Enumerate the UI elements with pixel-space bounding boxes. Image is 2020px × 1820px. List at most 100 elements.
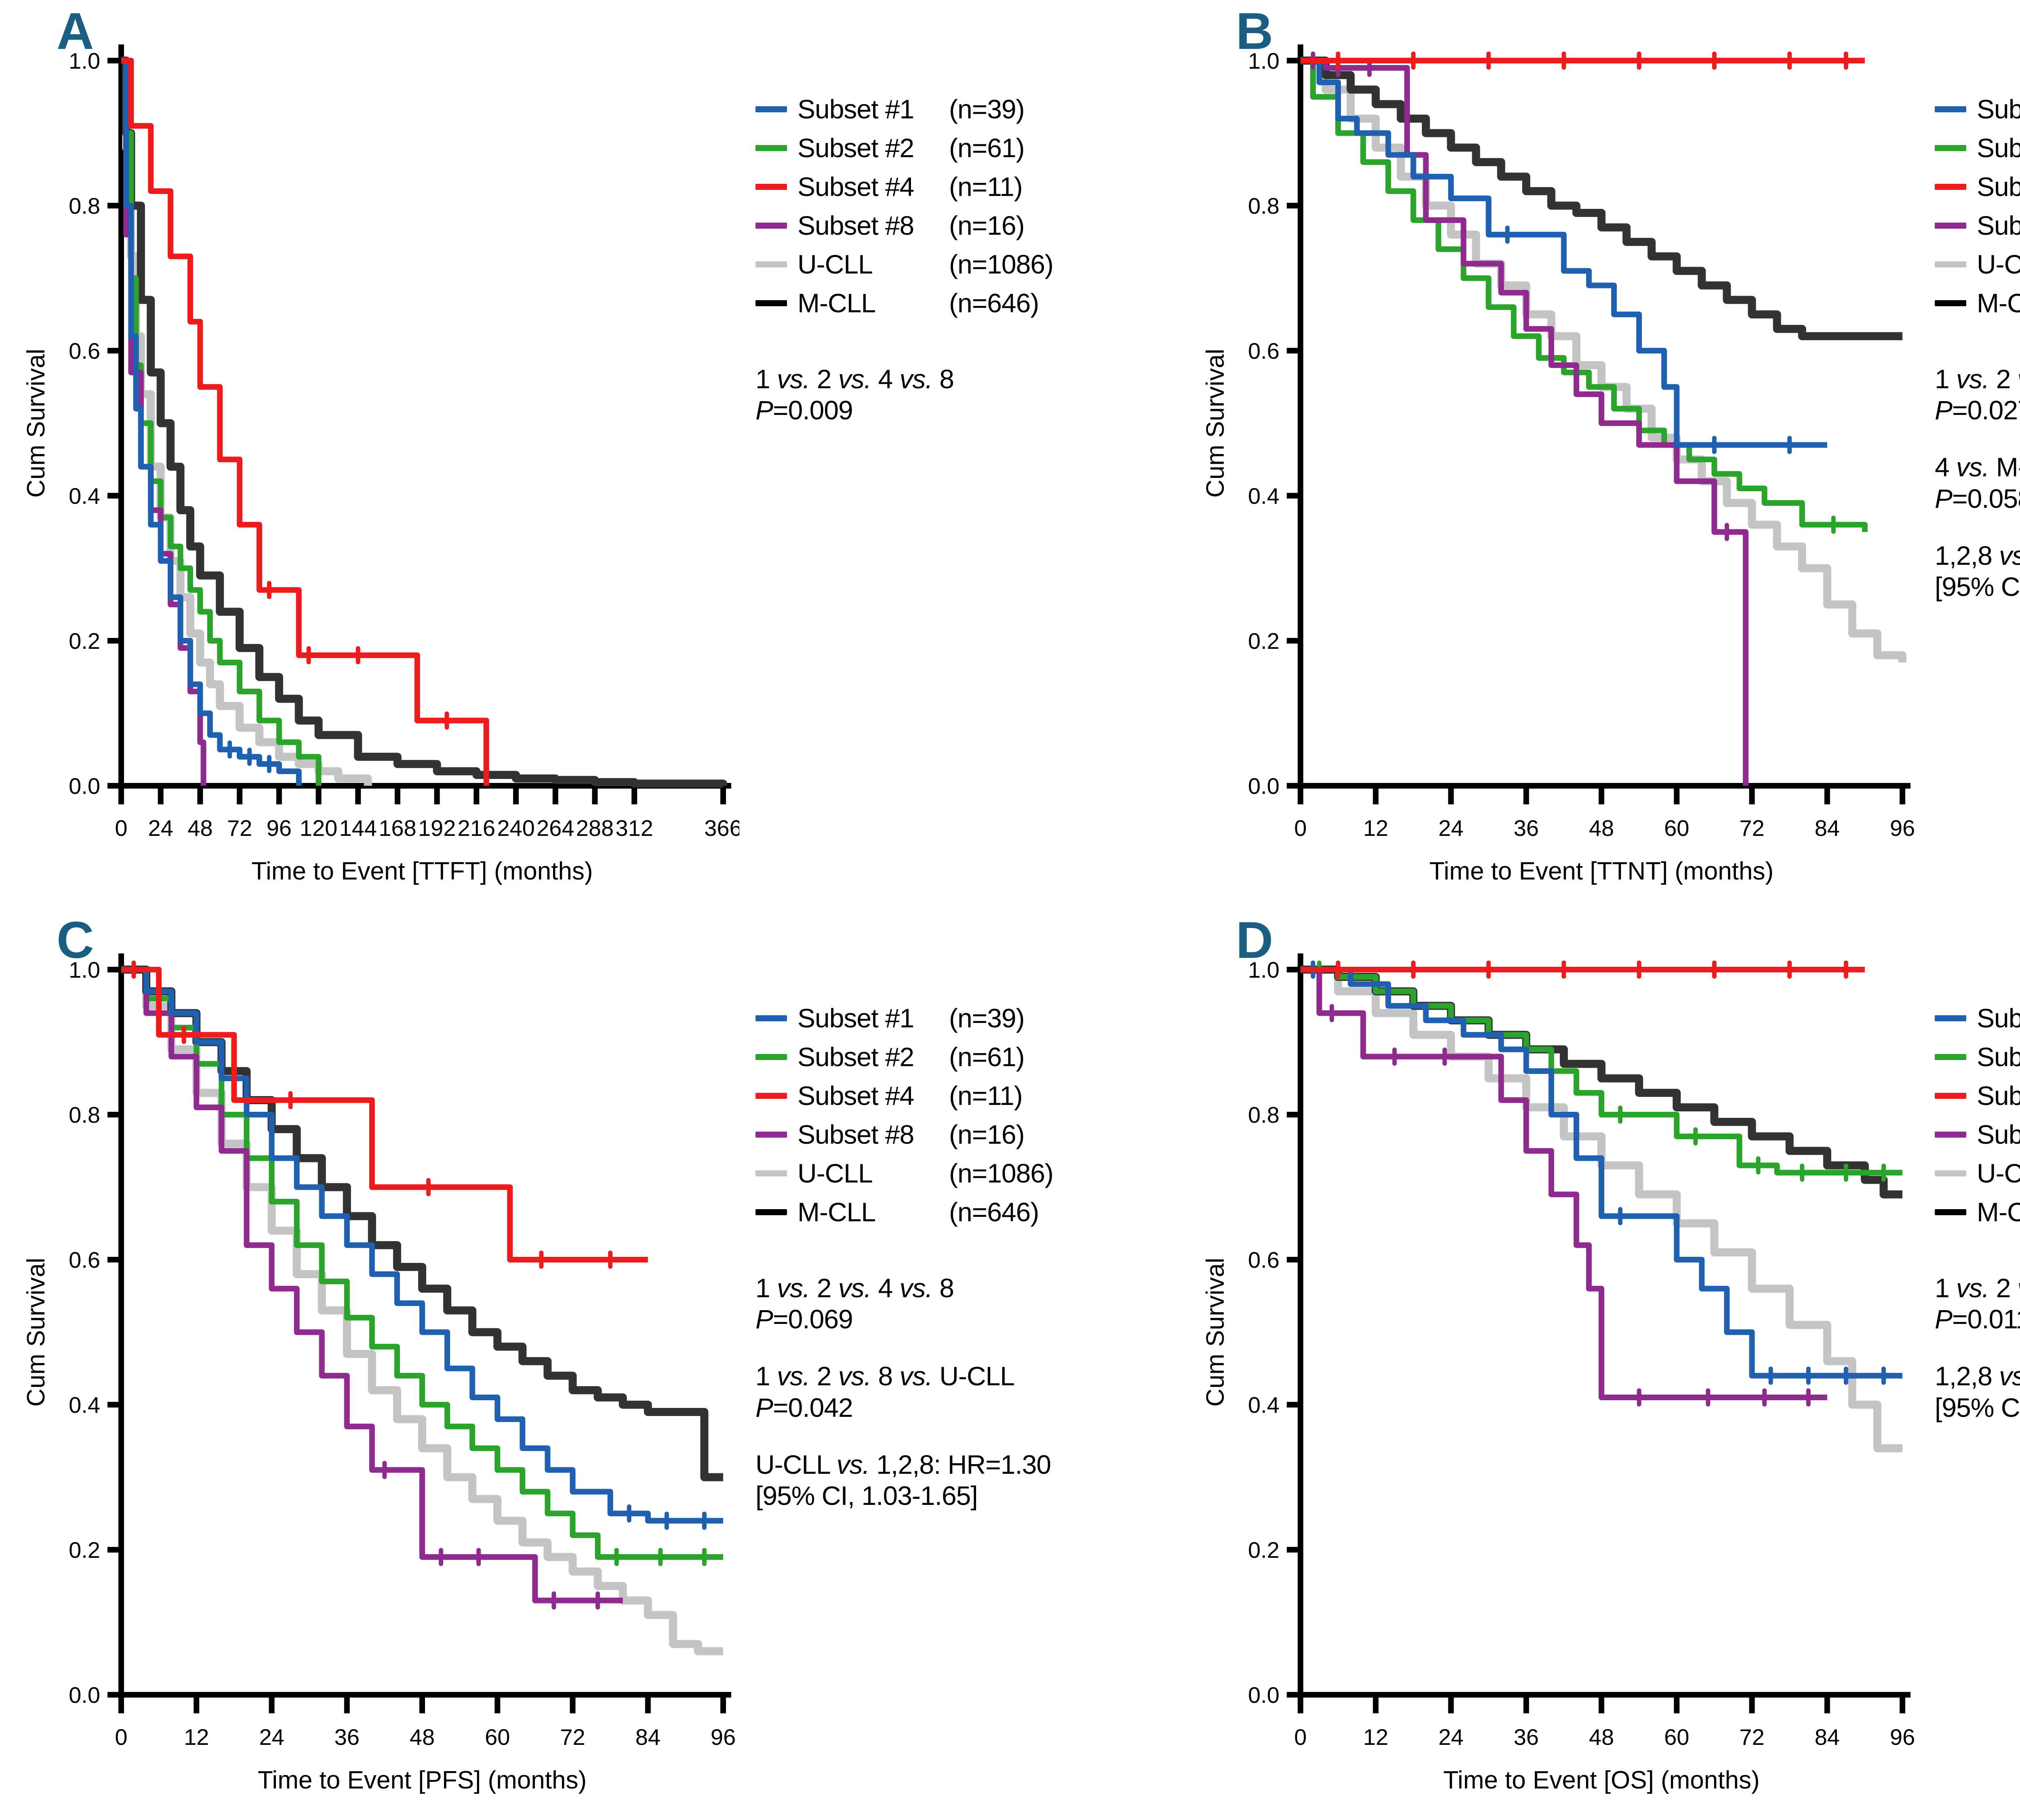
legend-label: Subset #4 <box>797 172 914 202</box>
censor-mark <box>1555 51 1572 70</box>
x-tick-label: 72 <box>1739 815 1764 841</box>
censor-mark <box>1631 51 1648 70</box>
legend-swatch-icon <box>1935 222 1966 229</box>
x-tick-label: 0 <box>1294 1724 1307 1750</box>
y-tick-label: 0.6 <box>1248 1247 1279 1273</box>
panel-c-stats: 1 vs. 2 vs. 4 vs. 8 P=0.069 1 vs. 2 vs. 8 … <box>755 1273 1051 1537</box>
x-tick-label: 0 <box>115 815 127 841</box>
legend-item-u-cll: U-CLL(n=1086) <box>1935 1154 2020 1193</box>
km-curve-subset--2 <box>1300 967 1902 1176</box>
y-tick-label: 0.0 <box>1248 773 1279 799</box>
km-curve-subset--1 <box>121 967 723 1524</box>
legend-label: Subset #4 <box>797 1081 914 1111</box>
legend-label: Subset #8 <box>1977 210 2020 240</box>
legend-label: Subset #1 <box>1977 94 2020 124</box>
legend-swatch-icon <box>755 261 787 267</box>
legend-label: Subset #2 <box>1977 1042 2020 1072</box>
y-axis-title: Cum Survival <box>1201 1258 1229 1407</box>
y-tick-label: 0.0 <box>69 1682 100 1708</box>
legend-item-subset--1: Subset #1(n=39) <box>755 999 1053 1037</box>
legend-item-subset--2: Subset #2(n=61) <box>1935 128 2020 167</box>
panel-a: A 0.0 0.2 0.4 0.6 0.8 1.0 Cum Survival 0 24 48 72 9… <box>0 0 1180 909</box>
y-tick-label: 0.6 <box>1248 338 1279 364</box>
legend-swatch-icon <box>755 1170 787 1176</box>
censor-mark <box>1794 1164 1811 1182</box>
y-tick-label: 0.4 <box>1248 1392 1279 1418</box>
y-tick-label: 0.8 <box>1248 193 1279 219</box>
stat-block: U-CLL vs. 1,2,8: HR=1.30 [95% CI, 1.03-1.… <box>755 1449 1051 1511</box>
legend-swatch-icon <box>1935 261 1966 267</box>
x-tick-label: 144 <box>339 815 377 841</box>
panel-a-stats: 1 vs. 2 vs. 4 vs. 8 P=0.009 <box>755 364 954 452</box>
censor-mark <box>1837 1164 1854 1182</box>
y-tick-label: 0.4 <box>1248 483 1279 509</box>
legend-item-subset--1: Subset #1(n=39) <box>1935 999 2020 1037</box>
x-tick-label: 0 <box>115 1724 127 1750</box>
legend-label: Subset #2 <box>797 1042 914 1072</box>
y-tick-label: 0.8 <box>1248 1102 1279 1128</box>
legend-swatch-icon <box>1935 1092 1966 1099</box>
legend-item-subset--8: Subset #8 (n=16) <box>755 1115 1053 1154</box>
stat-block: 1 vs. 2 vs. 4 vs. 8P=0.027 <box>1935 364 2020 426</box>
stat-block: 1,2,8 vs. U-CLL: HR=0.53[95% CI, 0.38-0.… <box>1935 540 2020 602</box>
legend-swatch-icon <box>755 300 787 306</box>
censor-mark <box>1405 960 1422 979</box>
y-tick-label: 0.2 <box>69 1537 100 1563</box>
stat-value-line: P=0.042 <box>755 1392 853 1422</box>
stat-comparison-line: 1 vs. 2 vs. 4 vs. 8 <box>1935 364 2020 394</box>
legend-swatch-icon <box>755 1209 787 1215</box>
censor-mark <box>1700 1388 1717 1407</box>
legend-item-subset--2: Subset #2(n=61) <box>1935 1037 2020 1076</box>
censor-mark <box>349 646 366 665</box>
x-tick-label: 60 <box>1664 815 1689 841</box>
legend-swatch-icon <box>755 106 787 112</box>
y-tick-label: 0.8 <box>69 193 100 219</box>
legend-swatch-icon <box>1935 145 1966 151</box>
stat-block: 1 vs. 2 vs. 4 vs. 8 P=0.009 <box>755 364 954 426</box>
x-tick-label: 312 <box>615 815 653 841</box>
legend-label: Subset #8 <box>797 210 914 240</box>
legend-item-u-cll: U-CLL(n=1086) <box>1935 245 2020 284</box>
y-tick-label: 0.8 <box>69 1102 100 1128</box>
legend-swatch-icon <box>755 183 787 190</box>
panel-a-letter: A <box>57 2 94 60</box>
x-tick-label: 96 <box>267 815 292 841</box>
censor-mark <box>221 740 238 759</box>
km-curve-subset--2 <box>121 967 723 1560</box>
censor-mark <box>1837 51 1854 70</box>
legend-swatch-icon <box>755 145 787 151</box>
legend-item-subset--4: Subset #4(n=11) <box>1935 167 2020 206</box>
legend-item-subset--4: Subset #4 (n=11) <box>755 1076 1053 1115</box>
censor-mark <box>1436 1047 1453 1066</box>
stat-value-line: [95% CI, 0.35-0.80] <box>1935 1392 2020 1422</box>
km-curve-subset--4 <box>121 58 489 786</box>
panel-a-chart-svg: 0.0 0.2 0.4 0.6 0.8 1.0 Cum Survival 0 24 48 72 96 1… <box>22 44 742 885</box>
x-tick-label: 72 <box>1739 1724 1764 1750</box>
legend-count: (n=11) <box>949 172 1023 202</box>
censor-mark <box>241 747 258 766</box>
legend-count: (n=11) <box>949 1081 1023 1111</box>
censor-mark <box>1756 1388 1773 1407</box>
legend-item-subset--1: Subset #1(n=39) <box>1935 90 2020 128</box>
stat-value-line: [95% CI, 1.03-1.65] <box>755 1481 978 1511</box>
legend-label: U-CLL <box>797 1158 873 1188</box>
panel-c-letter: C <box>57 911 94 969</box>
x-tick-label: 72 <box>227 815 252 841</box>
x-axis-title: Time to Event [TTFT] (months) <box>251 857 593 885</box>
legend-label: M-CLL <box>797 1197 876 1227</box>
censor-mark <box>261 581 278 599</box>
panel-c: C 0.0 0.2 0.4 0.6 0.8 1.0 Cum Survival 0 12 24 36 4… <box>0 909 1180 1818</box>
panel-d-stats: 1 vs. 2 vs. 4 vs. 8P=0.011 1,2,8 vs. U-CL… <box>1935 1273 2020 1449</box>
censor-mark <box>1837 1366 1854 1385</box>
censor-mark <box>1781 51 1798 70</box>
km-curve-m-cll <box>121 57 727 788</box>
censor-mark <box>1480 960 1497 979</box>
legend-label: U-CLL <box>797 249 873 279</box>
x-tick-label: 168 <box>379 815 416 841</box>
censor-mark <box>1631 1388 1648 1407</box>
panel-c-plot-area: 0.0 0.2 0.4 0.6 0.8 1.0 Cum Survival 0 12 24 36 48 6… <box>0 909 739 1818</box>
y-tick-label: 0.2 <box>69 628 100 654</box>
x-tick-label: 60 <box>1664 1724 1689 1750</box>
legend-swatch-icon <box>1935 1170 1966 1176</box>
